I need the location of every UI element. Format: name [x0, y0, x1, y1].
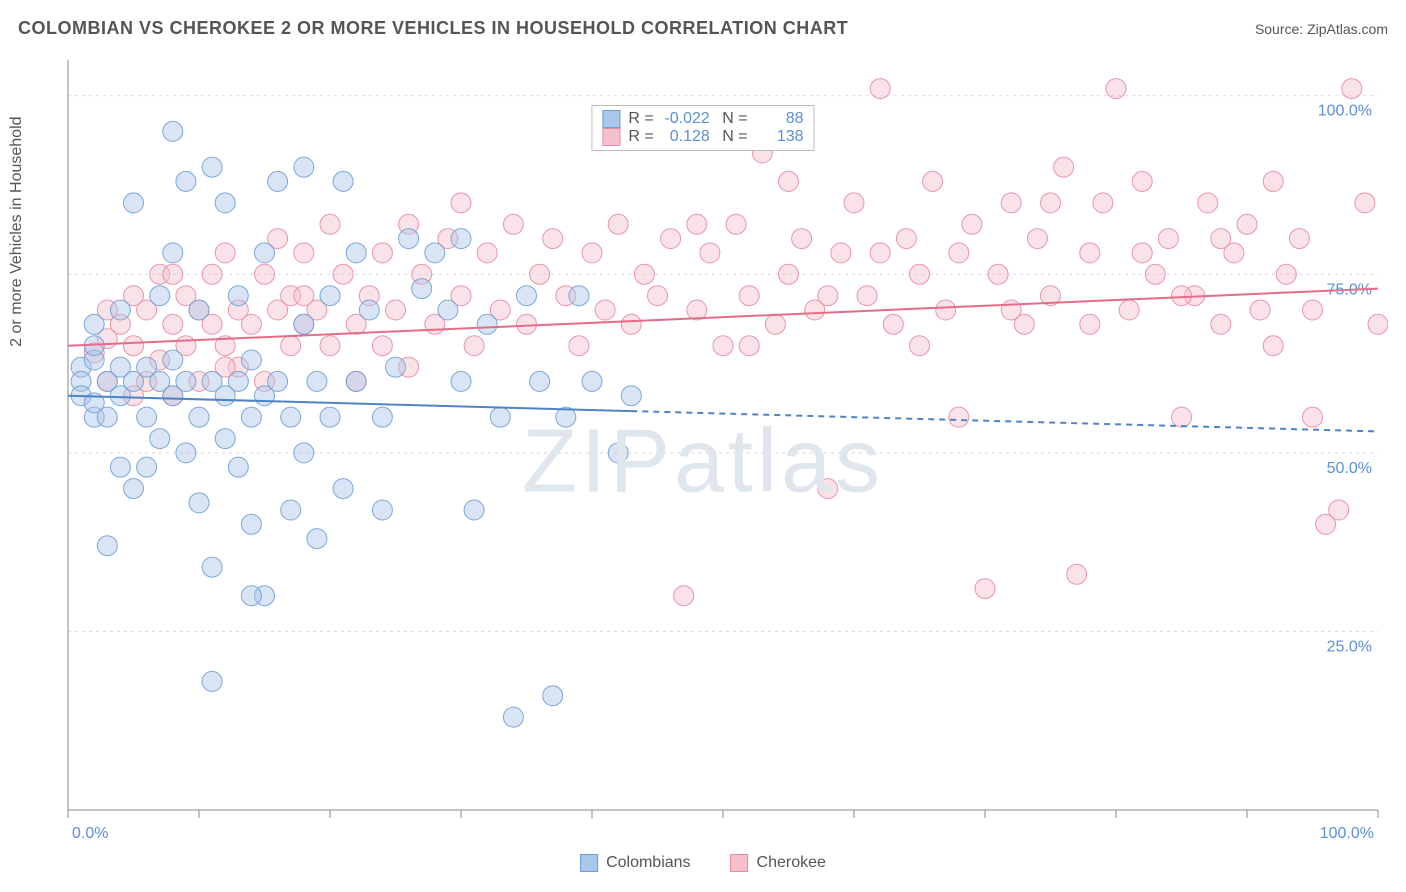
- svg-text:25.0%: 25.0%: [1327, 638, 1372, 655]
- stats-row-colombians: R = -0.022 N = 88: [602, 110, 803, 128]
- swatch-cherokee: [602, 128, 620, 146]
- svg-text:100.0%: 100.0%: [1320, 825, 1374, 842]
- swatch-colombians: [602, 110, 620, 128]
- stats-legend-box: R = -0.022 N = 88 R = 0.128 N = 138: [591, 105, 814, 151]
- chart-title: COLOMBIAN VS CHEROKEE 2 OR MORE VEHICLES…: [18, 18, 848, 39]
- source-prefix: Source:: [1255, 21, 1307, 37]
- r-value-colombians: -0.022: [662, 110, 710, 128]
- n-value-cherokee: 138: [756, 128, 804, 146]
- legend-label-cherokee: Cherokee: [757, 854, 826, 872]
- source-link[interactable]: ZipAtlas.com: [1307, 21, 1388, 37]
- legend-item-colombians: Colombians: [580, 854, 690, 872]
- n-label: N =: [718, 110, 748, 128]
- svg-text:0.0%: 0.0%: [72, 825, 108, 842]
- y-axis-label: 2 or more Vehicles in Household: [8, 116, 26, 346]
- n-label: N =: [718, 128, 748, 146]
- svg-text:100.0%: 100.0%: [1318, 103, 1372, 120]
- stats-row-cherokee: R = 0.128 N = 138: [602, 128, 803, 146]
- n-value-colombians: 88: [756, 110, 804, 128]
- source-attribution: Source: ZipAtlas.com: [1255, 21, 1388, 37]
- legend: Colombians Cherokee: [580, 854, 826, 872]
- swatch-cherokee: [731, 854, 749, 872]
- r-label: R =: [628, 128, 653, 146]
- svg-text:50.0%: 50.0%: [1327, 460, 1372, 477]
- chart-container: 2 or more Vehicles in Household ZIPatlas…: [18, 50, 1388, 874]
- legend-item-cherokee: Cherokee: [731, 854, 826, 872]
- legend-label-colombians: Colombians: [606, 854, 690, 872]
- r-label: R =: [628, 110, 653, 128]
- scatter-chart: 25.0%50.0%75.0%100.0%0.0%100.0%: [18, 50, 1388, 874]
- swatch-colombians: [580, 854, 598, 872]
- r-value-cherokee: 0.128: [662, 128, 710, 146]
